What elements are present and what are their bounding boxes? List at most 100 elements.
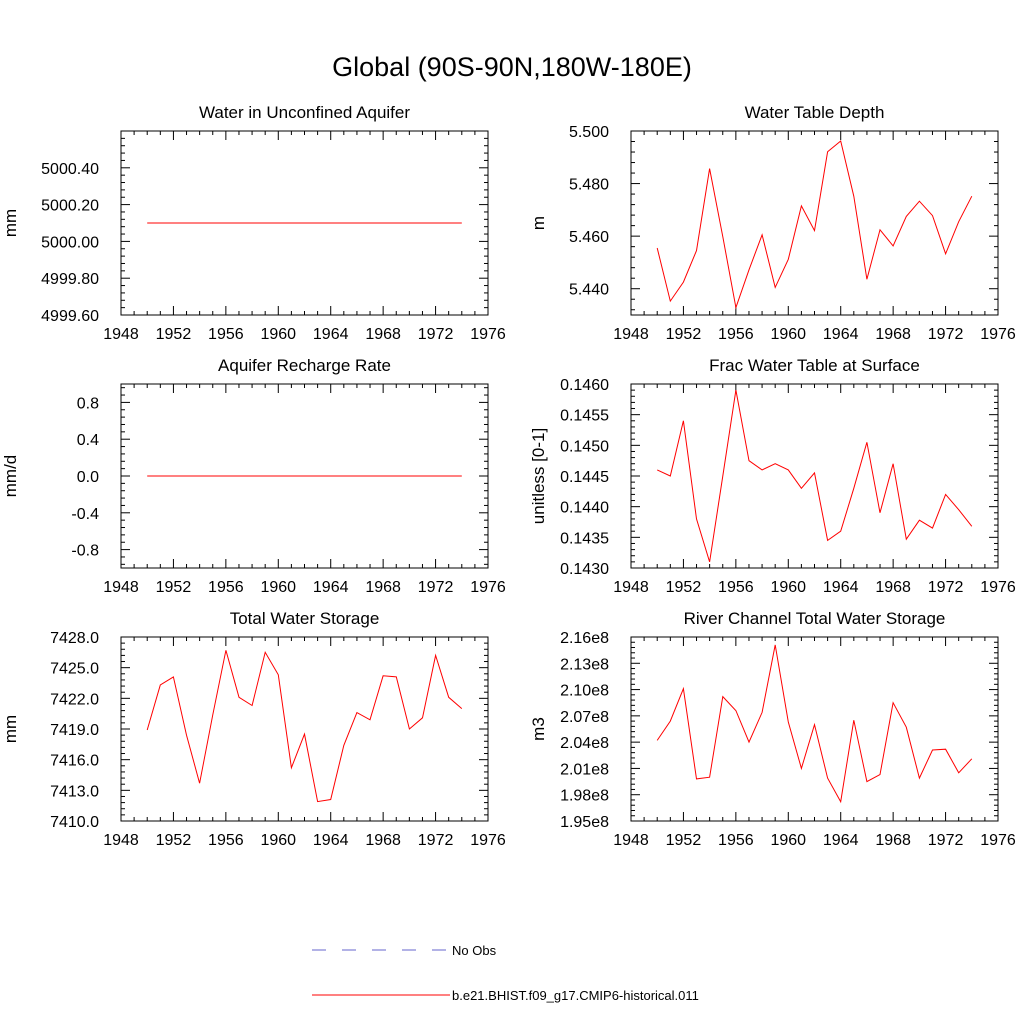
y-tick-label: 0.1440 — [560, 500, 609, 517]
x-tick-label: 1952 — [666, 326, 702, 343]
legend-label-no-obs: No Obs — [452, 942, 497, 958]
x-tick-label: 1948 — [613, 326, 649, 343]
series-line — [656, 140, 973, 310]
x-tick-label: 1952 — [156, 832, 192, 849]
panel-title: Frac Water Table at Surface — [709, 356, 920, 375]
panel-title: River Channel Total Water Storage — [684, 609, 946, 628]
x-tick-label: 1968 — [365, 579, 401, 596]
x-tick-label: 1960 — [260, 326, 296, 343]
y-axis-label: m — [529, 216, 548, 230]
y-tick-label: 0.1445 — [560, 469, 609, 486]
x-tick-label: 1972 — [418, 832, 454, 849]
y-tick-label: 7410.0 — [50, 814, 99, 831]
y-tick-label: 5.480 — [569, 177, 609, 194]
y-axis-label: mm/d — [1, 455, 20, 498]
x-tick-label: 1976 — [980, 579, 1016, 596]
y-tick-label: 1.95e8 — [560, 814, 609, 831]
y-tick-label: -0.4 — [71, 506, 99, 523]
y-tick-label: 2.04e8 — [560, 735, 609, 752]
y-tick-label: 0.4 — [77, 432, 99, 449]
y-tick-label: 4999.80 — [41, 271, 99, 288]
series-line — [656, 390, 973, 563]
x-tick-label: 1976 — [980, 832, 1016, 849]
y-tick-label: 7428.0 — [50, 630, 99, 647]
x-tick-label: 1952 — [666, 579, 702, 596]
y-tick-label: 7425.0 — [50, 661, 99, 678]
panel-title: Aquifer Recharge Rate — [218, 356, 391, 375]
chart-panel-2: 1948 1952 1956 1960 1964 1968 1972 1976 -0.8 -0.4… — [1, 356, 506, 596]
y-tick-label: 0.8 — [77, 395, 99, 412]
x-tick-label: 1956 — [208, 832, 244, 849]
y-tick-label: 0.1460 — [560, 377, 609, 394]
x-tick-label: 1968 — [875, 579, 911, 596]
y-tick-label: 7413.0 — [50, 783, 99, 800]
x-tick-label: 1976 — [470, 326, 506, 343]
y-tick-label: 5000.00 — [41, 234, 99, 251]
y-tick-label: 2.10e8 — [560, 683, 609, 700]
x-tick-label: 1960 — [770, 832, 806, 849]
panel-title: Water Table Depth — [745, 103, 885, 122]
x-tick-label: 1960 — [770, 579, 806, 596]
x-tick-label: 1976 — [470, 579, 506, 596]
x-tick-label: 1964 — [313, 326, 349, 343]
y-tick-label: 2.01e8 — [560, 761, 609, 778]
chart-panel-5: 1948 1952 1956 1960 1964 1968 1972 1976 1.95e8 1.… — [529, 609, 1016, 849]
legend-item-no-obs: No Obs — [310, 940, 496, 960]
page-title: Global (90S-90N,180W-180E) — [332, 52, 692, 82]
x-tick-label: 1976 — [470, 832, 506, 849]
x-tick-label: 1956 — [208, 326, 244, 343]
y-tick-label: 7419.0 — [50, 722, 99, 739]
legend-swatch-model — [312, 994, 450, 996]
y-axis-label: unitless [0-1] — [529, 428, 548, 524]
x-tick-label: 1952 — [156, 326, 192, 343]
x-tick-label: 1964 — [313, 579, 349, 596]
y-tick-label: 2.16e8 — [560, 630, 609, 647]
x-tick-label: 1948 — [103, 326, 139, 343]
legend-item-model: b.e21.BHIST.f09_g17.CMIP6-historical.011 — [310, 985, 699, 1005]
series-line — [146, 650, 463, 803]
x-tick-label: 1964 — [823, 832, 859, 849]
x-tick-label: 1964 — [823, 579, 859, 596]
chart-panel-1: 1948 1952 1956 1960 1964 1968 1972 1976 5.440 5.4… — [529, 103, 1016, 343]
y-tick-label: 0.0 — [77, 469, 99, 486]
x-tick-label: 1960 — [260, 579, 296, 596]
y-tick-label: 5.440 — [569, 282, 609, 299]
chart-panel-4: 1948 1952 1956 1960 1964 1968 1972 1976 7410.0 74… — [1, 609, 506, 849]
x-tick-label: 1976 — [980, 326, 1016, 343]
x-tick-label: 1960 — [770, 326, 806, 343]
x-tick-label: 1972 — [928, 326, 964, 343]
x-tick-label: 1960 — [260, 832, 296, 849]
x-tick-label: 1972 — [418, 579, 454, 596]
x-tick-label: 1968 — [875, 832, 911, 849]
x-tick-label: 1956 — [718, 579, 754, 596]
series-line — [656, 644, 973, 804]
x-tick-label: 1956 — [208, 579, 244, 596]
y-axis-label: mm — [1, 715, 20, 743]
y-tick-label: 7422.0 — [50, 691, 99, 708]
x-tick-label: 1956 — [718, 832, 754, 849]
x-tick-label: 1948 — [103, 579, 139, 596]
x-tick-label: 1948 — [103, 832, 139, 849]
x-tick-label: 1952 — [156, 579, 192, 596]
x-tick-label: 1968 — [365, 326, 401, 343]
chart-panel-3: 1948 1952 1956 1960 1964 1968 1972 1976 0.1430 0.… — [529, 356, 1016, 596]
panel-title: Total Water Storage — [230, 609, 380, 628]
x-tick-label: 1964 — [823, 326, 859, 343]
x-tick-label: 1968 — [365, 832, 401, 849]
y-axis-label: mm — [1, 209, 20, 237]
y-tick-label: 5000.20 — [41, 198, 99, 215]
x-tick-label: 1956 — [718, 326, 754, 343]
panel-title: Water in Unconfined Aquifer — [199, 103, 410, 122]
y-tick-label: 0.1455 — [560, 408, 609, 425]
x-tick-label: 1952 — [666, 832, 702, 849]
y-tick-label: 5.460 — [569, 229, 609, 246]
plot-frame — [630, 130, 999, 316]
y-tick-label: 7416.0 — [50, 753, 99, 770]
y-tick-label: 0.1430 — [560, 561, 609, 578]
plot-frame — [120, 636, 489, 822]
y-axis-label: m3 — [529, 717, 548, 741]
x-tick-label: 1948 — [613, 832, 649, 849]
plot-frame — [630, 636, 999, 822]
chart-panel-0: 1948 1952 1956 1960 1964 1968 1972 1976 4999.60 4… — [1, 103, 506, 343]
